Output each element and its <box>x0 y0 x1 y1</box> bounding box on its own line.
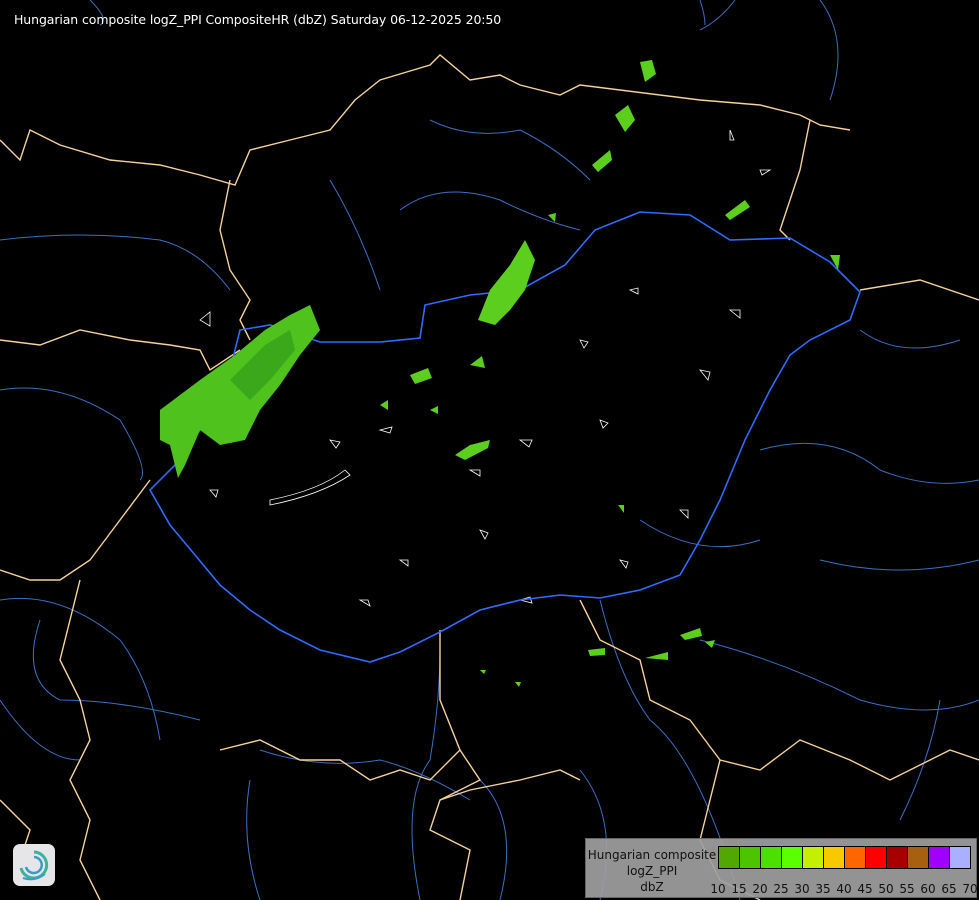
legend-color-cell <box>824 847 845 868</box>
legend-tick-label: 20 <box>752 882 768 896</box>
legend-tick-label: 70 <box>962 882 978 896</box>
legend-colorbar <box>718 846 971 869</box>
county-outlines <box>199 129 772 607</box>
legend-color-cell <box>845 847 866 868</box>
hungary-border <box>149 211 861 663</box>
legend-line-product: logZ_PPI <box>626 864 678 878</box>
legend-tick-label: 55 <box>899 882 915 896</box>
legend-color-cell <box>761 847 782 868</box>
legend-tick-label: 40 <box>836 882 852 896</box>
legend-tick-label: 60 <box>920 882 936 896</box>
legend-line-source: Hungarian composite <box>587 848 717 862</box>
legend-tick-label: 65 <box>941 882 957 896</box>
country-borders <box>0 54 979 900</box>
legend-color-cell <box>866 847 887 868</box>
legend-tick-label: 35 <box>815 882 831 896</box>
map-title: Hungarian composite logZ_PPI CompositeHR… <box>14 12 502 27</box>
legend-line-unit: dbZ <box>640 880 664 894</box>
legend-color-cell <box>929 847 950 868</box>
precipitation-echoes <box>160 60 840 687</box>
legend-ticks: 10 15 20 25 30 35 40 45 50 55 60 65 70 <box>710 882 978 896</box>
legend-color-cell <box>719 847 740 868</box>
legend-tick-label: 15 <box>731 882 747 896</box>
legend-label: Hungarian composite logZ_PPI dbZ <box>586 847 718 895</box>
legend-color-cell <box>782 847 803 868</box>
legend-color-cell <box>908 847 929 868</box>
legend-tick-label: 25 <box>773 882 789 896</box>
legend-tick-label: 50 <box>878 882 894 896</box>
swirl-logo-icon <box>13 844 55 886</box>
legend-color-cell <box>740 847 761 868</box>
legend-color-cell <box>950 847 970 868</box>
color-legend: Hungarian composite logZ_PPI dbZ 10 15 20 2… <box>585 838 978 898</box>
legend-color-cell <box>887 847 908 868</box>
legend-tick-label: 45 <box>857 882 873 896</box>
legend-color-cell <box>803 847 824 868</box>
legend-tick-label: 10 <box>710 882 726 896</box>
legend-tick-label: 30 <box>794 882 810 896</box>
